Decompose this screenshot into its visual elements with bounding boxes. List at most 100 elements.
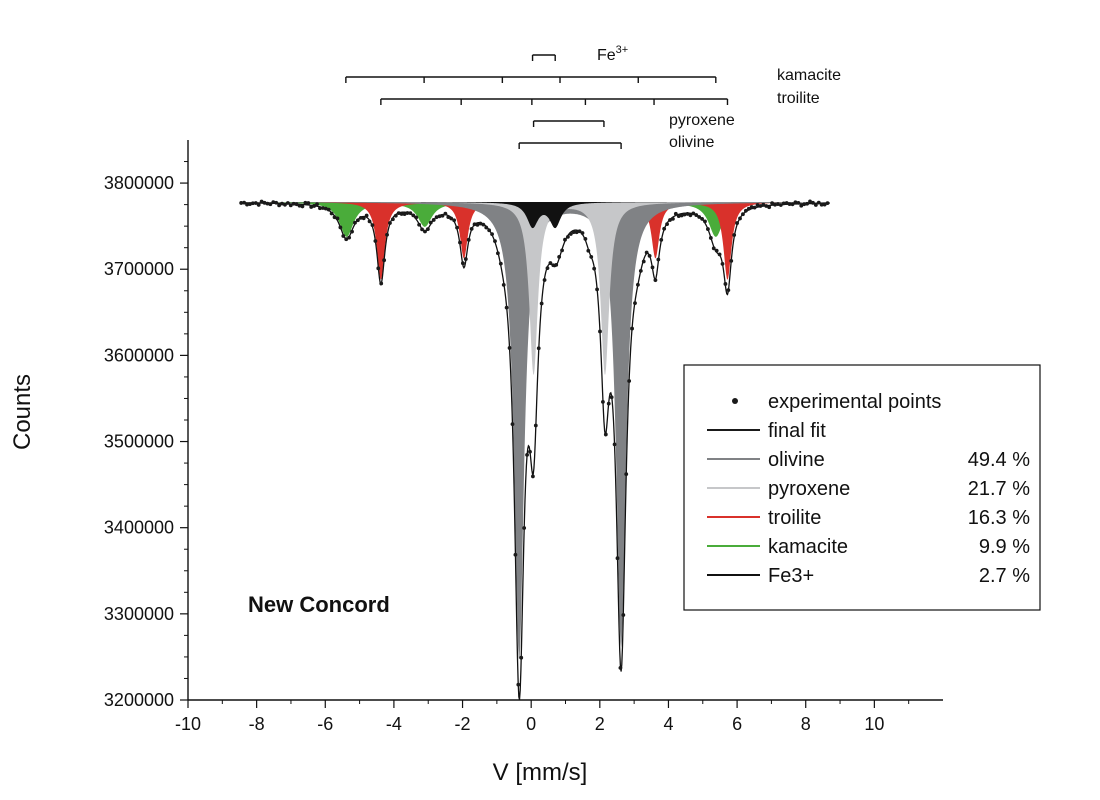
experimental-point [288,203,293,208]
experimental-point [449,216,454,221]
experimental-point [396,211,401,216]
experimental-point [504,305,509,310]
experimental-point [458,240,462,245]
component-areas [239,202,830,659]
experimental-point [329,211,334,216]
legend-olivine-value: 49.4 % [968,449,1030,471]
x-tick-label: -6 [317,714,333,734]
experimental-point [621,613,626,617]
experimental-point [361,216,366,221]
experimental-point [487,228,492,233]
experimental-point [268,202,273,207]
experimental-point [425,227,430,232]
experimental-point [452,218,457,223]
x-tick-label: 2 [595,714,605,734]
experimental-point [271,200,276,205]
experimental-point [332,215,337,220]
experimental-point [714,248,719,253]
experimental-point [455,225,459,230]
experimental-point [437,214,442,219]
legend: experimental points final fit olivine 49.4 … [683,364,1041,611]
y-tick-label: 3400000 [104,518,174,538]
experimental-point [370,223,375,228]
experimental-point [493,239,497,244]
experimental-point [813,203,818,207]
experimental-point [440,213,445,218]
experimental-point [294,202,299,207]
experimental-point [618,666,623,670]
y-tick-label: 3200000 [104,690,174,710]
experimental-point [373,239,378,243]
experimental-point [402,212,407,216]
x-tick-label: 10 [864,714,884,734]
stick-kamacite-label: kamacite [777,67,841,84]
legend-experimental-points-marker [732,398,738,404]
experimental-point [513,552,518,557]
experimental-point [793,200,798,205]
experimental-point [743,208,748,213]
experimental-point [242,200,247,205]
x-tick-label: 6 [732,714,742,734]
experimental-point [676,214,681,219]
x-tick-label: -2 [455,714,471,734]
experimental-point [347,235,352,240]
experimental-point [644,250,649,255]
experimental-point [434,215,439,220]
experimental-point [638,269,643,273]
x-tick-label: 8 [801,714,811,734]
y-tick-label: 3300000 [104,604,174,624]
experimental-point [720,262,725,266]
legend-pyroxene-label: pyroxene [768,478,850,500]
experimental-point [315,202,319,207]
experimental-point [656,257,661,262]
axes: -10 -8 -6 -4 -2 0 2 4 6 8 10 3200000 3300000 3400000 3… [104,140,943,734]
experimental-point [694,213,699,217]
experimental-point [682,212,687,217]
experimental-point [390,217,395,222]
experimental-point [297,203,302,208]
experimental-point [647,253,652,258]
experimental-point [703,219,707,224]
experimental-point [615,556,620,561]
experimental-point [560,248,564,253]
experimental-point [609,395,614,400]
experimental-point [399,212,404,216]
experimental-point [752,205,757,210]
experimental-point [708,236,713,240]
experimental-point [630,326,634,331]
experimental-point [732,233,737,237]
experimental-point [773,202,777,207]
experimental-point [239,201,244,205]
experimental-point [650,265,655,270]
experimental-point [405,211,410,215]
experimental-point [802,202,807,207]
stick-fe3-superscript: 3+ [616,44,629,56]
experimental-point [805,201,809,206]
experimental-point [358,216,363,220]
experimental-point [548,261,553,265]
experimental-point [764,204,769,208]
experimental-point [306,201,311,205]
legend-final-fit-label: final fit [768,420,826,442]
experimental-point [539,301,544,306]
experimental-point [598,329,602,334]
x-tick-label: -10 [175,714,201,734]
experimental-point [767,205,772,210]
experimental-point [443,211,448,216]
legend-kamacite-label: kamacite [768,536,848,558]
experimental-point [320,206,325,210]
y-tick-label: 3800000 [104,173,174,193]
experimental-point [245,202,249,207]
experimental-point [735,221,739,225]
experimental-points-layer [239,199,830,687]
experimental-point [685,212,690,216]
experimental-point [799,203,804,208]
experimental-point [746,206,751,211]
experimental-point [595,287,599,292]
experimental-point [355,218,360,223]
experimental-point [350,229,354,234]
experimental-point [612,442,617,447]
component-area-kamacite [239,202,830,237]
experimental-point [280,201,284,206]
stick-olivine-label: olivine [669,134,714,151]
